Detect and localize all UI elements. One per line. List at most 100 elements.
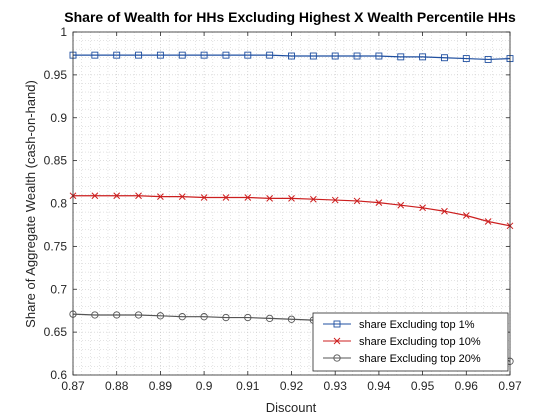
x-tick-label: 0.95 <box>411 379 435 393</box>
data-point-x-stroke <box>441 207 448 215</box>
data-point-x-stroke <box>484 218 492 225</box>
y-tick-label: 0.95 <box>44 68 68 82</box>
data-point-square <box>419 53 427 61</box>
data-point-square <box>244 51 252 59</box>
data-point-x-stroke <box>462 212 470 219</box>
data-point-x <box>222 194 230 201</box>
data-point-x-stroke <box>157 193 164 200</box>
data-point-x <box>353 197 361 205</box>
data-point-circle <box>265 314 274 323</box>
x-tick-label: 0.91 <box>236 379 260 393</box>
y-tick-label: 0.8 <box>50 197 67 211</box>
legend-label: share Excluding top 20% <box>359 353 481 365</box>
x-tick-label: 0.94 <box>367 379 391 393</box>
y-axis-ticks: 0.6 0.65 0.7 0.75 0.8 0.85 0.9 0.95 1 <box>44 25 510 382</box>
data-point-x-stroke <box>353 197 361 205</box>
x-tick-label: 0.96 <box>455 379 479 393</box>
data-point-square <box>135 51 143 59</box>
y-tick-label: 0.9 <box>50 111 67 125</box>
data-point-circle <box>178 313 186 321</box>
data-point-x-stroke <box>222 194 230 201</box>
data-point-circle <box>134 311 143 319</box>
data-point-square <box>441 54 448 62</box>
data-point-x <box>484 218 492 225</box>
series-line <box>73 54 511 61</box>
y-tick-label: 1 <box>60 25 67 39</box>
legend-box <box>312 312 509 372</box>
data-point-x-stroke <box>113 192 121 200</box>
data-point-x <box>157 193 164 200</box>
x-axis-ticks: 0.87 0.88 0.89 0.9 0.91 0.92 0.93 0.94 0.95 0.96 0… <box>61 32 522 393</box>
data-point-x <box>462 212 470 219</box>
y-axis-label: Share of Aggregate Wealth (cash-on-hand) <box>23 80 38 328</box>
data-point-x-stroke <box>244 194 252 201</box>
y-tick-label: 0.65 <box>44 325 68 339</box>
data-point-square <box>288 52 295 60</box>
data-point-x <box>375 199 383 206</box>
data-point-x <box>266 195 274 202</box>
data-point-x-stroke <box>266 195 274 202</box>
data-point-x <box>333 337 341 345</box>
data-point-square <box>200 51 208 59</box>
x-tick-label: 0.89 <box>149 379 173 393</box>
legend-label: share Excluding top 10% <box>359 336 481 348</box>
data-point-x <box>200 194 208 201</box>
data-point-x-stroke <box>397 201 405 209</box>
data-point-x-stroke <box>419 204 426 212</box>
data-point-square <box>266 51 274 59</box>
data-point-circle <box>156 312 165 320</box>
data-point-circle <box>244 313 252 322</box>
data-point-x <box>91 192 99 200</box>
data-point-circle <box>91 311 99 319</box>
x-tick-label: 0.97 <box>498 379 522 393</box>
x-axis-label: Discount <box>266 400 317 415</box>
data-point-square <box>484 55 492 63</box>
major-grid <box>72 31 511 376</box>
y-tick-label: 0.7 <box>50 282 67 296</box>
x-tick-label: 0.93 <box>324 379 348 393</box>
y-tick-label: 0.85 <box>44 154 68 168</box>
data-point-x <box>441 207 448 215</box>
data-point-square <box>178 51 186 59</box>
series-1 <box>69 51 514 63</box>
data-point-square <box>375 52 383 60</box>
legend: share Excluding top 1% share Excluding to… <box>312 312 509 372</box>
data-point-x-stroke <box>309 195 317 203</box>
data-point-square <box>331 52 339 60</box>
data-point-x <box>288 195 295 202</box>
data-point-x <box>244 194 252 201</box>
data-point-x <box>135 192 142 200</box>
legend-item: share Excluding top 1% <box>323 319 475 331</box>
data-point-circle <box>333 354 341 362</box>
legend-item: share Excluding top 10% <box>323 336 481 348</box>
data-point-square <box>309 52 317 60</box>
data-point-x <box>309 195 317 203</box>
legend-item: share Excluding top 20% <box>323 353 481 365</box>
x-tick-label: 0.9 <box>196 379 213 393</box>
data-point-x <box>419 204 426 212</box>
data-point-circle <box>200 313 208 321</box>
data-point-square <box>113 51 121 59</box>
data-point-square <box>462 55 470 63</box>
data-point-square <box>91 51 99 59</box>
x-tick-label: 0.87 <box>61 379 85 393</box>
data-point-x-stroke <box>91 192 99 200</box>
x-tick-label: 0.92 <box>280 379 304 393</box>
data-point-x-stroke <box>333 337 341 345</box>
data-point-x <box>178 193 186 200</box>
x-tick-label: 0.88 <box>105 379 129 393</box>
data-point-square <box>397 53 405 61</box>
data-point-x-stroke <box>178 193 186 200</box>
data-point-x <box>331 196 339 204</box>
legend-label: share Excluding top 1% <box>359 319 475 331</box>
chart-title: Share of Wealth for HHs Excluding Highes… <box>64 9 516 25</box>
data-point-x-stroke <box>200 194 208 201</box>
data-point-x-stroke <box>331 196 339 204</box>
y-tick-label: 0.75 <box>44 239 68 253</box>
data-point-x <box>113 192 121 200</box>
data-point-circle <box>287 315 296 323</box>
data-point-square <box>156 51 164 59</box>
data-point-square <box>222 51 230 59</box>
data-point-circle <box>222 313 230 322</box>
